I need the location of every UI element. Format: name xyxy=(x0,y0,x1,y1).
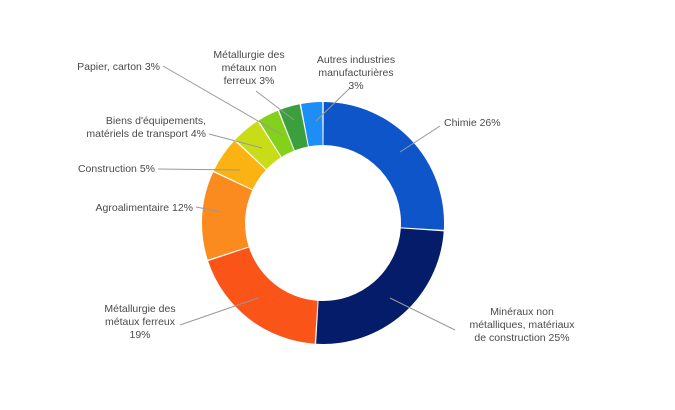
slice-6 xyxy=(235,121,281,170)
slice-5 xyxy=(213,140,266,190)
slice-4 xyxy=(201,172,253,260)
slice-1 xyxy=(323,102,445,230)
slice-label-8: Métallurgie des métaux non ferreux 3% xyxy=(213,49,284,87)
slices-group xyxy=(201,102,445,345)
leader-line-6 xyxy=(208,133,263,149)
slice-2 xyxy=(316,228,444,345)
leader-lines-group xyxy=(157,65,456,331)
leader-line-3 xyxy=(179,297,259,326)
slice-7 xyxy=(258,110,294,157)
slice-label-3: Métallurgie des métaux ferreux 19% xyxy=(104,303,175,341)
slice-label-7: Papier, carton 3% xyxy=(77,61,160,73)
slice-label-4: Agroalimentaire 12% xyxy=(96,202,193,214)
slice-labels-group: Chimie 26% Minéraux non métalliques, matér… xyxy=(77,49,575,344)
leader-line-7 xyxy=(162,65,285,137)
leader-line-1 xyxy=(399,125,441,153)
leader-line-2 xyxy=(389,297,456,331)
leader-line-5 xyxy=(157,168,241,171)
slice-label-5: Construction 5% xyxy=(78,163,155,175)
slice-3 xyxy=(208,247,318,344)
slice-8 xyxy=(279,104,308,151)
leader-line-4 xyxy=(195,206,223,213)
slice-label-1: Chimie 26% xyxy=(444,117,501,129)
slice-label-2: Minéraux non métalliques, matériaux de con… xyxy=(469,306,575,344)
slice-label-9: Autres industries manufacturières 3% xyxy=(317,54,395,92)
slice-9 xyxy=(301,102,323,147)
leader-line-9 xyxy=(315,87,351,122)
leader-line-8 xyxy=(255,90,295,121)
slice-label-6: Biens d'équipements, matériels de transpo… xyxy=(86,115,206,140)
